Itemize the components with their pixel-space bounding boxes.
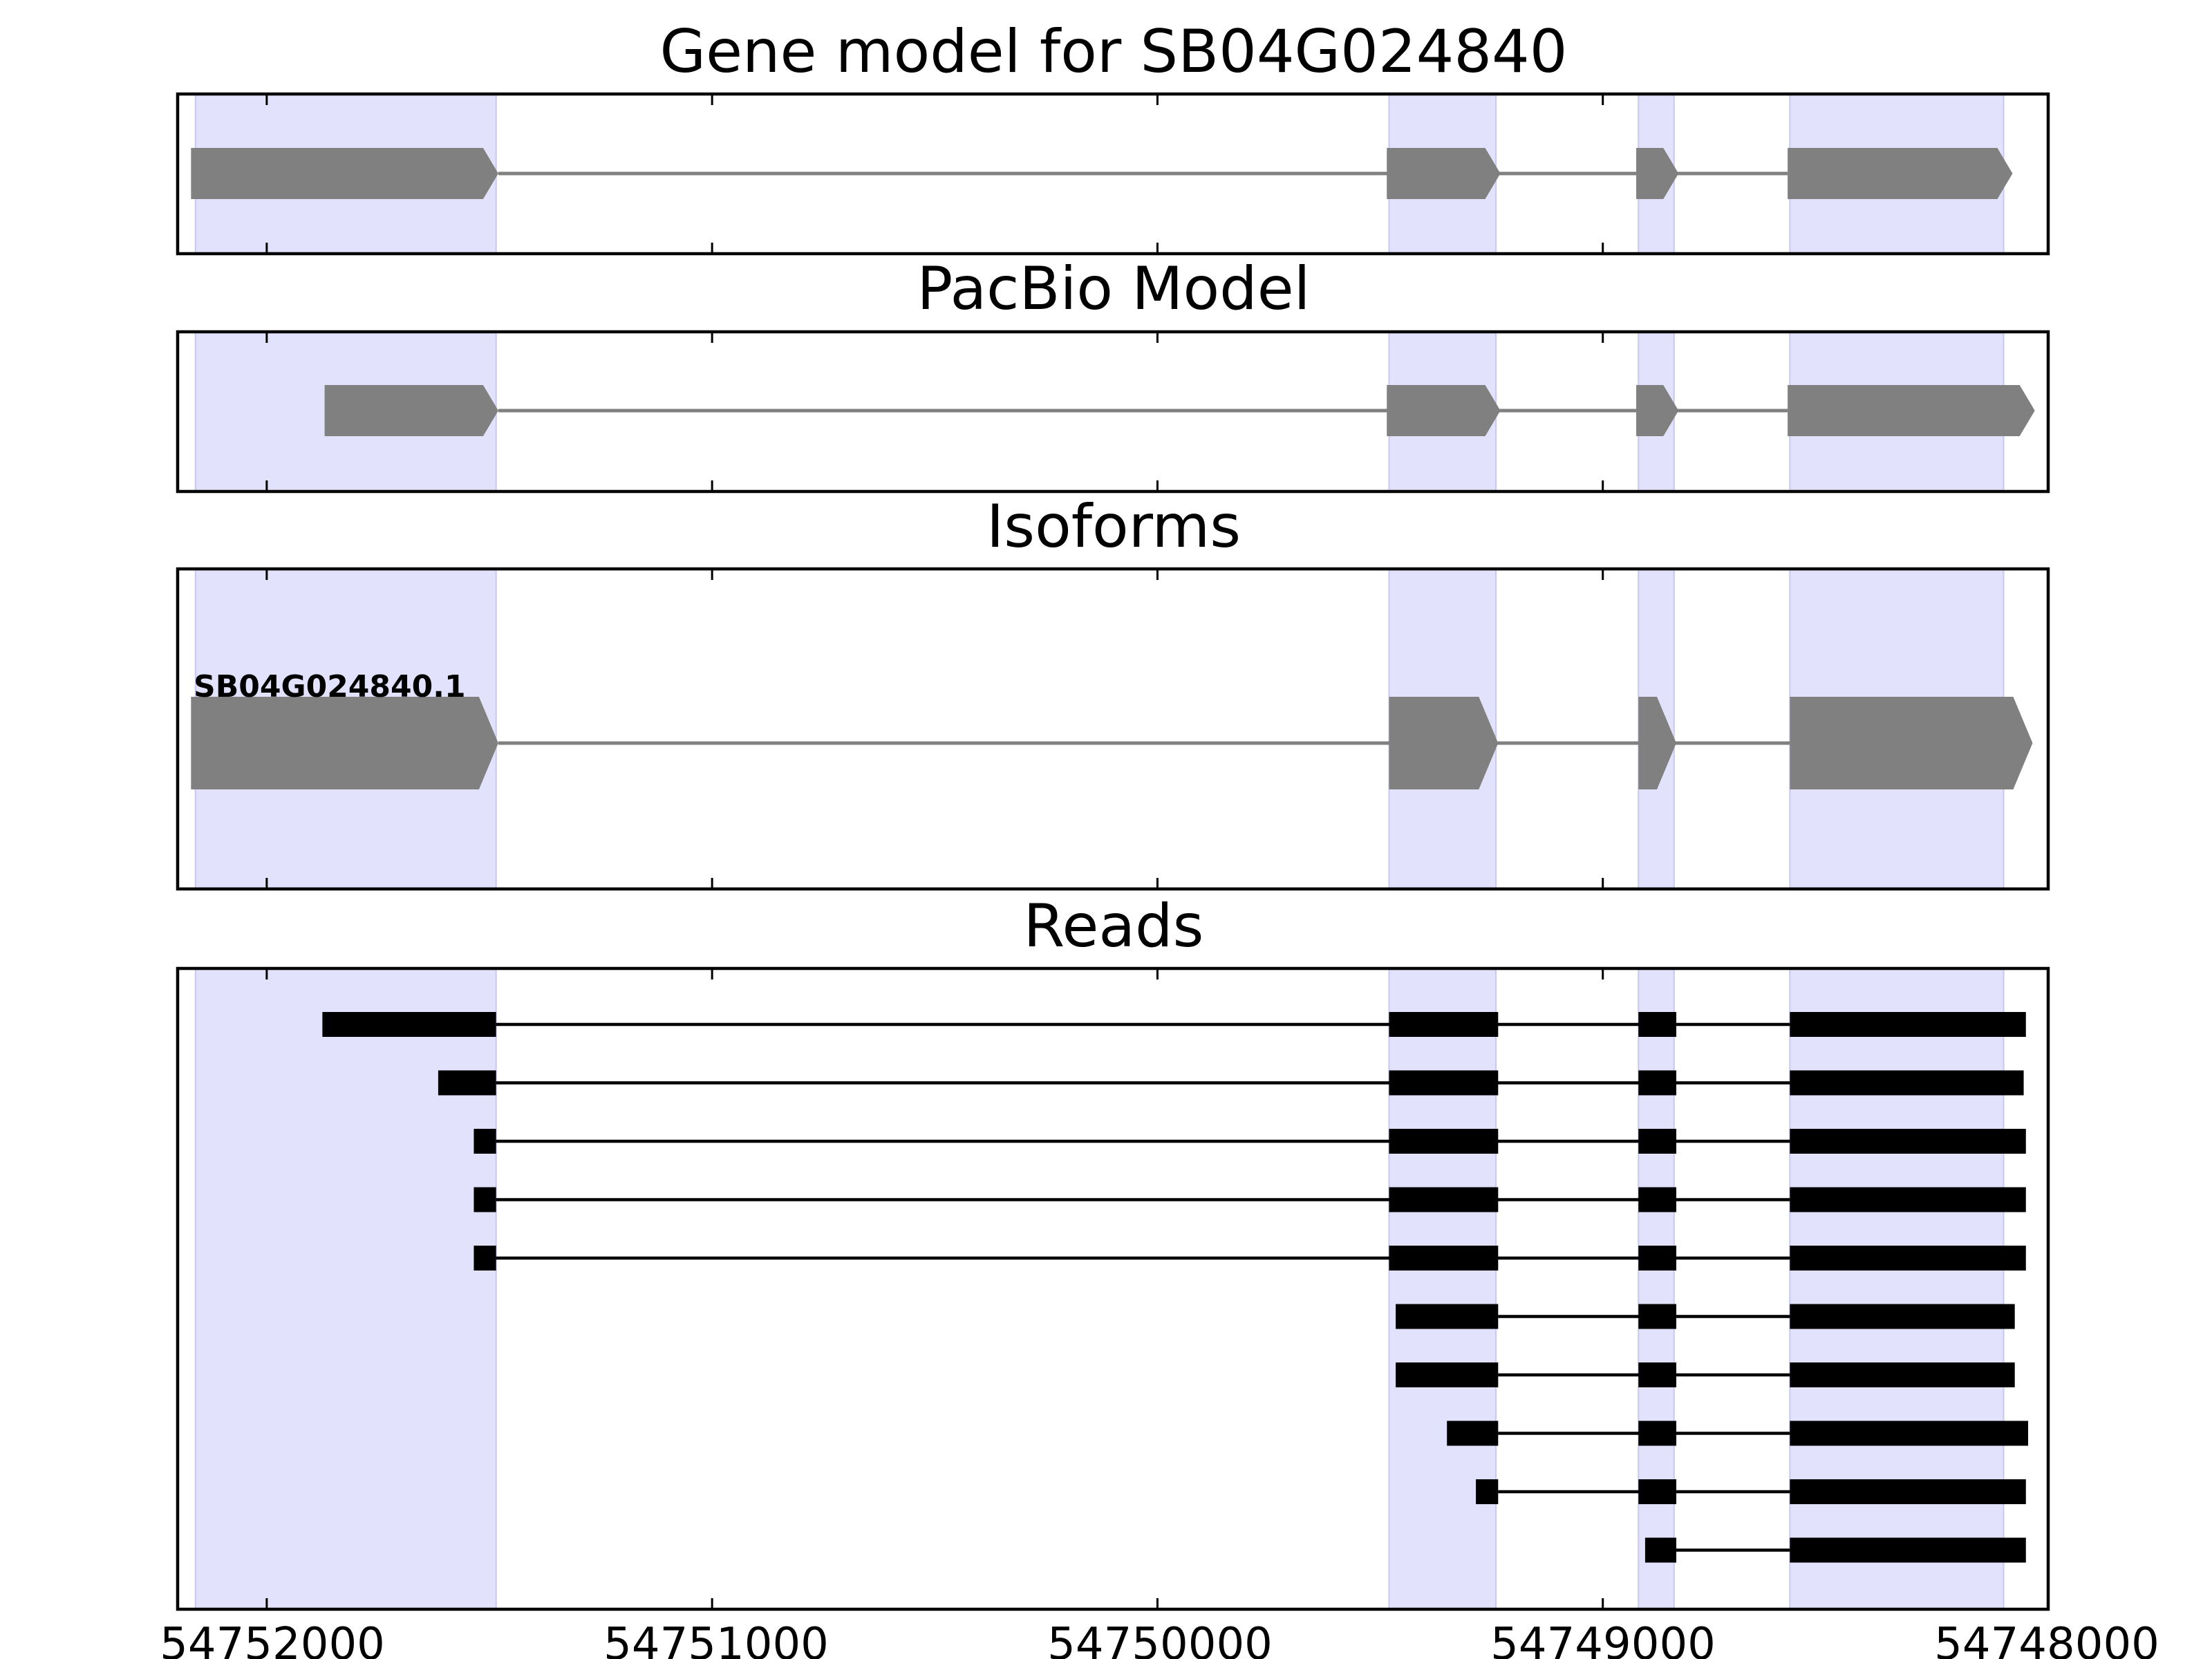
exon-shade [1789, 968, 2005, 1610]
exon-shade [194, 968, 497, 1610]
exon-arrow [324, 385, 498, 436]
exon-arrow [1636, 148, 1679, 199]
read-block [1790, 1479, 2026, 1504]
exon-arrow [1790, 697, 2033, 789]
pacbio-model-features [324, 385, 2035, 436]
read-block [1790, 1362, 2015, 1387]
read-block [1396, 1362, 1499, 1387]
reads-title: Reads [1024, 892, 1204, 961]
exon-arrow [1638, 697, 1677, 789]
read-block [1790, 1537, 2026, 1563]
panel-reads: Reads [176, 892, 2050, 1611]
pacbio-model-title: PacBio Model [917, 254, 1310, 324]
x-tick-label: 54751000 [603, 1619, 829, 1659]
read-block [1790, 1012, 2026, 1037]
isoforms-features [191, 697, 2033, 789]
read-block [1638, 1129, 1677, 1154]
read-block [1638, 1421, 1677, 1446]
x-tick-label: 54752000 [160, 1619, 385, 1659]
read-block [1396, 1304, 1499, 1329]
panel-gene-model: Gene model for SB04G024840 [176, 17, 2050, 256]
read-block [1790, 1246, 2026, 1271]
exon-arrow [1788, 385, 2035, 436]
reads-exon-shading [194, 968, 2005, 1610]
read-block [1638, 1246, 1677, 1271]
read-block [1447, 1421, 1499, 1446]
read-block [1638, 1479, 1677, 1504]
read-block [1638, 1304, 1677, 1329]
x-tick-label: 54750000 [1047, 1619, 1273, 1659]
reads-frame [176, 966, 2050, 1611]
exon-shade [1388, 968, 1497, 1610]
read-block [1638, 1070, 1677, 1096]
read-block [1790, 1129, 2026, 1154]
read-block [438, 1070, 496, 1096]
reads-ticks [265, 968, 2050, 1609]
exon-arrow [1389, 697, 1499, 789]
panel-pacbio-model: PacBio Model [176, 254, 2050, 494]
read-block [1644, 1537, 1677, 1563]
exon-arrow [1788, 148, 2013, 199]
x-tick-label: 54748000 [1934, 1619, 2159, 1659]
read-block [1638, 1362, 1677, 1387]
read-block [474, 1187, 496, 1212]
read-block [322, 1012, 496, 1037]
gene-model-features [191, 148, 2013, 199]
read-block [1389, 1187, 1499, 1212]
gene-model-frame [176, 92, 2050, 256]
read-block [1638, 1187, 1677, 1212]
exon-arrow [1387, 385, 1501, 436]
read-block [1389, 1129, 1499, 1154]
exon-arrow [1387, 148, 1501, 199]
pacbio-model-frame [176, 330, 2050, 494]
exon-arrow [1636, 385, 1679, 436]
exon-arrow [191, 148, 498, 199]
read-block [474, 1129, 496, 1154]
reads-features [322, 1012, 2029, 1563]
panel-isoforms: Isoforms SB04G024840.1 [176, 492, 2050, 891]
isoform-label: SB04G024840.1 [194, 669, 466, 704]
read-block [1790, 1421, 2029, 1446]
read-block [1389, 1070, 1499, 1096]
isoforms-frame [176, 567, 2050, 891]
isoforms-ticks [265, 569, 2050, 889]
read-block [1790, 1304, 2015, 1329]
exon-arrow [191, 697, 498, 789]
read-block [1790, 1070, 2024, 1096]
isoforms-title: Isoforms [986, 492, 1241, 561]
read-block [1476, 1479, 1499, 1504]
read-block [474, 1246, 496, 1271]
x-tick-label: 54749000 [1490, 1619, 1716, 1659]
x-axis-tick-labels: 54752000 54751000 54750000 54749000 5474… [160, 1619, 2159, 1659]
gene-model-title: Gene model for SB04G024840 [660, 17, 1568, 86]
read-block [1790, 1187, 2026, 1212]
read-block [1638, 1012, 1677, 1037]
read-block [1389, 1012, 1499, 1037]
exon-shade [1638, 968, 1675, 1610]
read-block [1389, 1246, 1499, 1271]
